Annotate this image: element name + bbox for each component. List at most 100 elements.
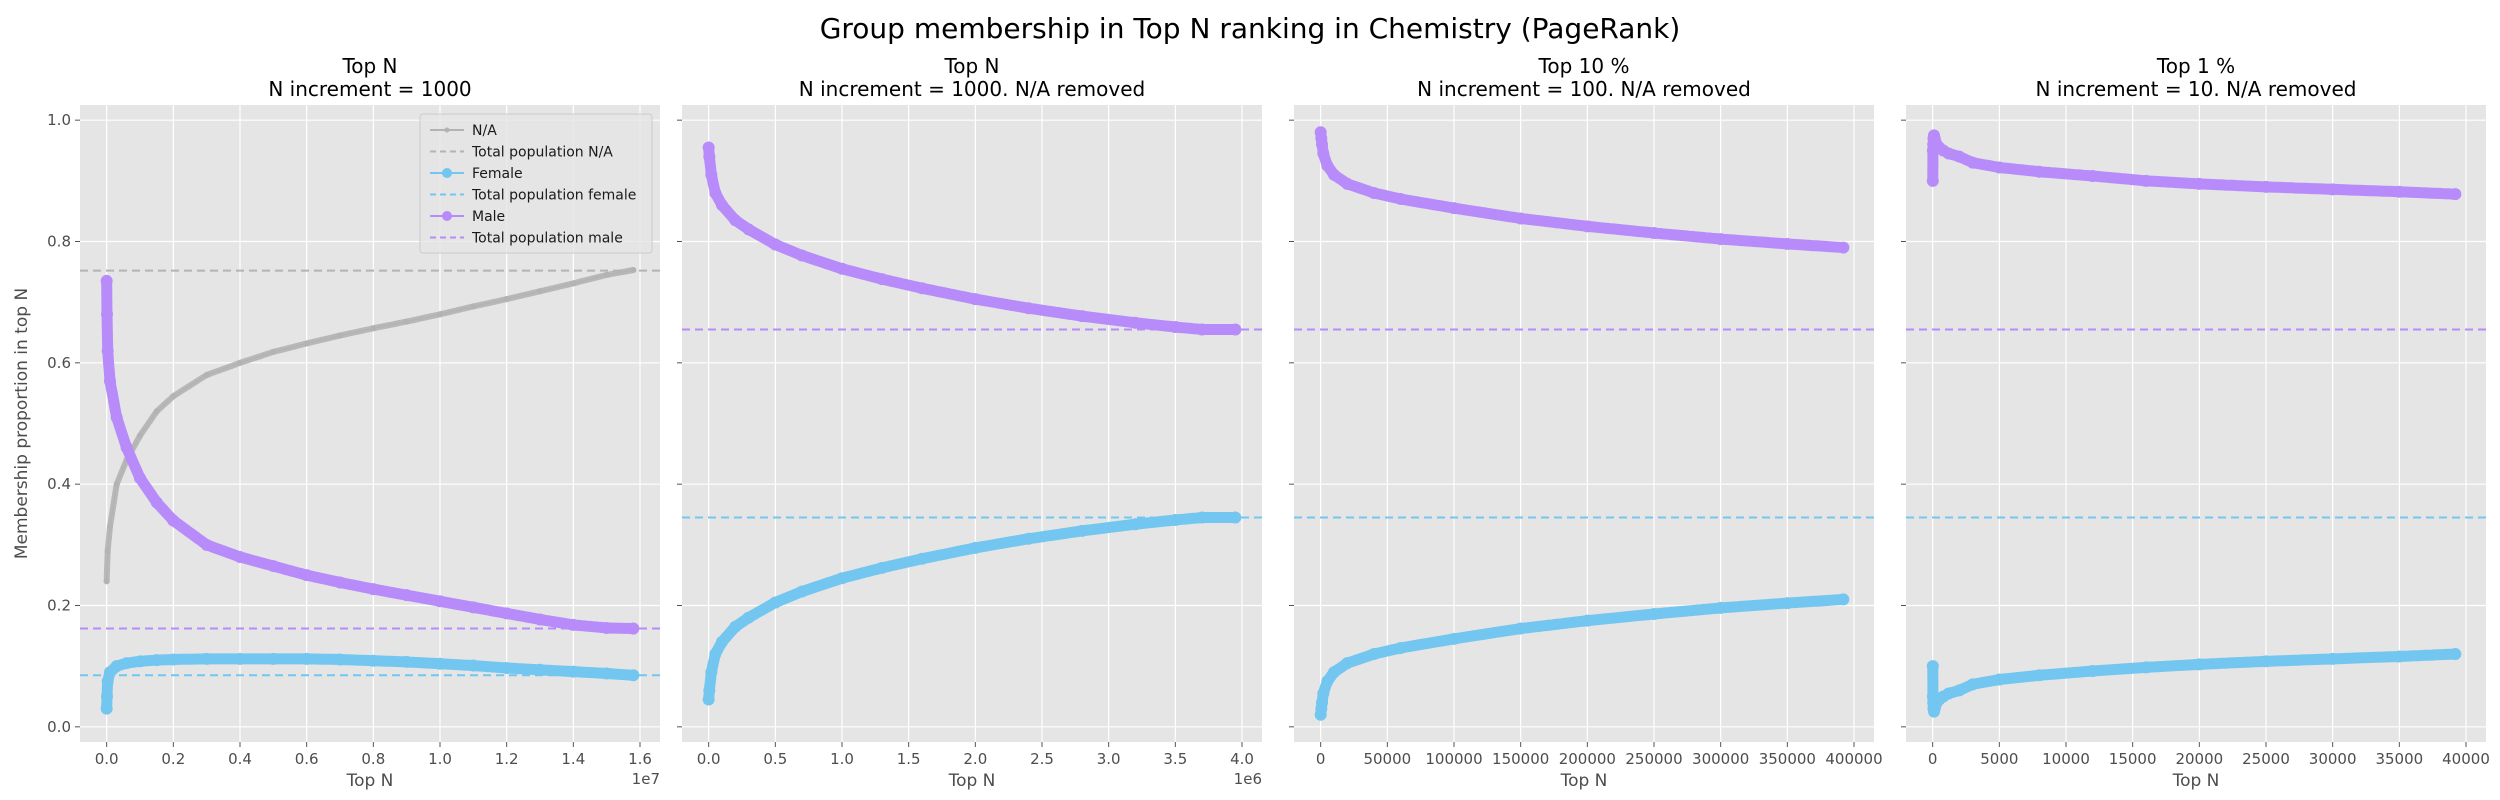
data-point-male xyxy=(134,472,146,485)
data-point-female xyxy=(1328,666,1340,679)
data-point-male xyxy=(1316,138,1328,151)
data-point-female xyxy=(703,684,716,697)
data-point-female xyxy=(705,666,718,679)
data-point-female xyxy=(1714,601,1727,614)
legend-label: Total population N/A xyxy=(471,145,613,161)
data-point-male xyxy=(2449,188,2462,201)
data-point-female xyxy=(1781,597,1794,610)
x-tick-label: 1.0 xyxy=(830,750,854,768)
data-point-female xyxy=(1942,687,1955,700)
data-point-female xyxy=(916,552,928,565)
legend-label: Total population male xyxy=(471,231,623,247)
data-point-female xyxy=(1648,607,1660,620)
data-point-female xyxy=(1581,614,1594,627)
x-tick-label: 3.0 xyxy=(1097,750,1121,768)
x-tick-label: 0 xyxy=(1928,750,1938,768)
data-point-male xyxy=(434,595,446,608)
legend-label: N/A xyxy=(472,123,497,139)
y-tick-label: 0.6 xyxy=(47,354,71,372)
y-tick-label: 0.4 xyxy=(47,475,71,493)
data-point-female xyxy=(100,702,113,715)
data-point-female xyxy=(729,620,742,633)
data-point-female xyxy=(1022,532,1035,545)
data-point-male xyxy=(2393,185,2406,198)
data-point-male xyxy=(916,282,928,295)
data-point-male xyxy=(1942,147,1955,160)
x-tick-label: 0.2 xyxy=(161,750,185,768)
data-point-na xyxy=(153,408,160,415)
data-point-na xyxy=(503,296,510,303)
data-point-female xyxy=(1321,675,1334,688)
series-layer xyxy=(682,141,1262,706)
panel-title-line: Top N xyxy=(943,54,999,78)
data-point-male xyxy=(1781,237,1794,250)
x-tick-label: 0.0 xyxy=(697,750,721,768)
data-point-na xyxy=(104,547,111,554)
data-point-male xyxy=(2086,169,2099,182)
x-tick-label: 1.6 xyxy=(628,750,652,768)
data-point-male xyxy=(1317,147,1330,160)
x-tick-label: 200000 xyxy=(1559,750,1616,768)
data-point-female xyxy=(702,693,715,706)
x-axis-label: Top N xyxy=(2172,771,2220,791)
data-point-female xyxy=(876,561,888,574)
data-point-male xyxy=(1926,174,1939,187)
data-point-female xyxy=(367,654,380,667)
data-point-male xyxy=(876,273,888,286)
series-markers-na xyxy=(103,267,637,585)
x-offset-label: 1e6 xyxy=(1234,770,1262,788)
data-point-male xyxy=(742,223,755,236)
y-tick-label: 0.8 xyxy=(47,233,71,251)
data-point-male xyxy=(104,375,116,388)
legend-marker-male xyxy=(442,211,452,221)
data-point-female xyxy=(2449,648,2462,661)
legend-box xyxy=(419,113,653,254)
data-point-female xyxy=(120,657,133,670)
data-point-female xyxy=(2260,655,2272,668)
data-point-female xyxy=(2393,650,2406,663)
data-point-na xyxy=(170,393,177,400)
data-point-male xyxy=(2260,180,2272,193)
panel-title-line: N increment = 1000. N/A removed xyxy=(799,77,1145,101)
x-tick-label: 15000 xyxy=(2109,750,2157,768)
x-tick-label: 0.8 xyxy=(361,750,385,768)
x-tick-label: 50000 xyxy=(1363,750,1411,768)
data-point-male xyxy=(2140,174,2152,187)
data-point-male xyxy=(200,538,213,551)
x-tick-label: 1.2 xyxy=(495,750,519,768)
series-layer xyxy=(1906,129,2486,718)
x-tick-label: 400000 xyxy=(1825,750,1882,768)
x-tick-label: 2.5 xyxy=(1030,750,1054,768)
data-point-male xyxy=(1648,227,1660,240)
data-point-male xyxy=(400,589,413,602)
data-point-female xyxy=(1993,673,2006,686)
data-point-male xyxy=(1321,159,1334,172)
x-axis-label: Top N xyxy=(346,771,394,791)
data-point-male xyxy=(100,274,113,287)
x-tick-label: 5000 xyxy=(1980,750,2018,768)
data-point-female xyxy=(1966,678,1979,691)
data-point-female xyxy=(2193,658,2206,671)
data-point-female xyxy=(1394,641,1407,654)
chart-panel-1: Top NN increment = 10000.0 0.2 0.4 0.6 0.8 1.… xyxy=(12,54,660,791)
data-point-female xyxy=(200,652,213,665)
plot-area xyxy=(1906,105,2486,742)
data-point-female xyxy=(2033,669,2046,682)
legend: N/A Total population N/A Female Total popul… xyxy=(419,113,653,254)
data-point-female xyxy=(134,655,146,668)
chart-panel-3: Top 10 %N increment = 100. N/A removed 0 5… xyxy=(1289,54,1883,791)
x-tick-label: 30000 xyxy=(2309,750,2357,768)
y-axis-label: Membership proportion in top N xyxy=(12,288,32,559)
data-point-female xyxy=(709,648,722,661)
data-point-male xyxy=(1076,310,1088,323)
data-point-female xyxy=(1076,524,1088,537)
panel-title-line: N increment = 10. N/A removed xyxy=(2036,77,2357,101)
data-point-na xyxy=(537,288,543,295)
data-point-male xyxy=(969,293,982,306)
data-point-female xyxy=(1926,660,1939,673)
data-point-na xyxy=(603,271,610,278)
panel-title-line: N increment = 1000 xyxy=(268,77,471,101)
data-point-female xyxy=(150,654,163,667)
data-point-na xyxy=(403,318,410,325)
data-point-female xyxy=(1129,518,1142,531)
